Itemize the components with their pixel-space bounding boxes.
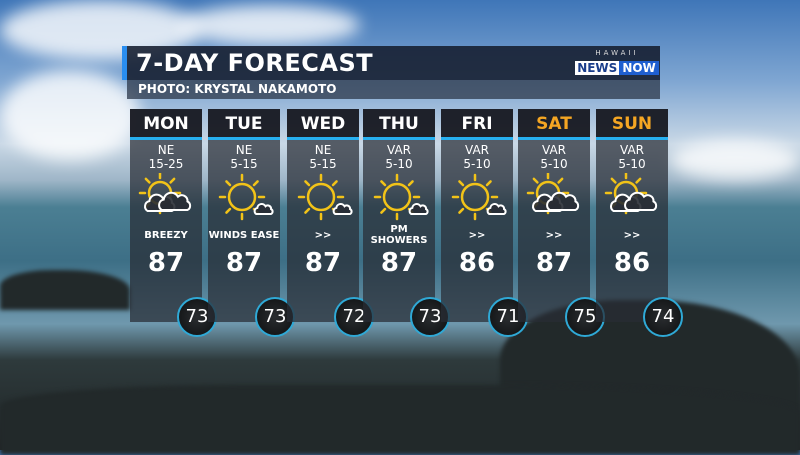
day-column-fri: FRI VAR 5-10 >> 86 [441, 109, 513, 322]
condition-text: >> [314, 229, 332, 241]
wind-speed: 5-15 [230, 157, 258, 171]
high-temp: 86 [458, 248, 496, 278]
high-temp: 86 [613, 248, 651, 278]
day-column-sat: SAT VAR 5-10 >> 87 [518, 109, 590, 322]
partly-cloudy-icon [526, 173, 580, 215]
wind-direction: VAR [620, 143, 644, 157]
condition-text: WINDS EASE [208, 229, 280, 241]
wind-speed: 5-10 [540, 157, 568, 171]
high-temp: 87 [225, 248, 263, 278]
credit-bar [127, 80, 660, 99]
logo-news: NEWS [575, 61, 620, 75]
logo-now: NOW [619, 61, 659, 75]
wind-direction: VAR [465, 143, 489, 157]
partly-cloudy-icon [604, 173, 658, 215]
day-label: MON [130, 109, 202, 140]
wind-direction: VAR [542, 143, 566, 157]
wind-info: VAR 5-10 [596, 143, 668, 171]
wind-info: NE 15-25 [130, 143, 202, 171]
wind-speed: 5-15 [309, 157, 337, 171]
wind-direction: NE [314, 143, 332, 157]
sunny-small-cloud-icon [373, 173, 429, 221]
condition-text: BREEZY [144, 229, 188, 241]
station-logo: HAWAII NEWS NOW [574, 47, 660, 79]
sunny-small-cloud-icon [297, 173, 353, 221]
wind-direction: NE [235, 143, 253, 157]
wind-direction: VAR [387, 143, 411, 157]
wind-speed: 15-25 [148, 157, 184, 171]
day-column-sun: SUN VAR 5-10 >> 86 [596, 109, 668, 322]
page-title: 7-DAY FORECAST [136, 49, 374, 77]
sunny-small-cloud-icon [451, 173, 507, 221]
wind-speed: 5-10 [463, 157, 491, 171]
photo-credit: PHOTO: KRYSTAL NAKAMOTO [138, 82, 337, 96]
high-temp: 87 [304, 248, 342, 278]
high-temp: 87 [380, 248, 418, 278]
day-column-mon: MON NE 15-25 BREEZY 87 [130, 109, 202, 322]
condition-text: >> [545, 229, 563, 241]
wind-direction: NE [157, 143, 175, 157]
wind-speed: 5-10 [385, 157, 413, 171]
day-column-thu: THU VAR 5-10 PM SHOWERS 87 [363, 109, 435, 322]
condition-text: >> [623, 229, 641, 241]
high-temp: 87 [535, 248, 573, 278]
day-label: WED [287, 109, 359, 140]
wind-speed: 5-10 [618, 157, 646, 171]
wind-info: VAR 5-10 [441, 143, 513, 171]
day-column-wed: WED NE 5-15 >> 87 [287, 109, 359, 322]
day-label: THU [363, 109, 435, 140]
title-accent-bar [122, 46, 127, 80]
day-label: SAT [518, 109, 590, 140]
title-bar [127, 46, 660, 80]
condition-text: PM SHOWERS [370, 224, 428, 246]
low-temp: 74 [643, 297, 683, 337]
wind-info: VAR 5-10 [363, 143, 435, 171]
sunny-small-cloud-icon [218, 173, 274, 221]
high-temp: 87 [147, 248, 185, 278]
logo-hawaii: HAWAII [595, 49, 639, 57]
wind-info: NE 5-15 [287, 143, 359, 171]
condition-text: >> [468, 229, 486, 241]
partly-cloudy-icon [138, 173, 192, 215]
wind-info: VAR 5-10 [518, 143, 590, 171]
day-label: TUE [208, 109, 280, 140]
day-column-tue: TUE NE 5-15 WINDS EASE 87 [208, 109, 280, 322]
wind-info: NE 5-15 [208, 143, 280, 171]
day-label: FRI [441, 109, 513, 140]
day-label: SUN [596, 109, 668, 140]
